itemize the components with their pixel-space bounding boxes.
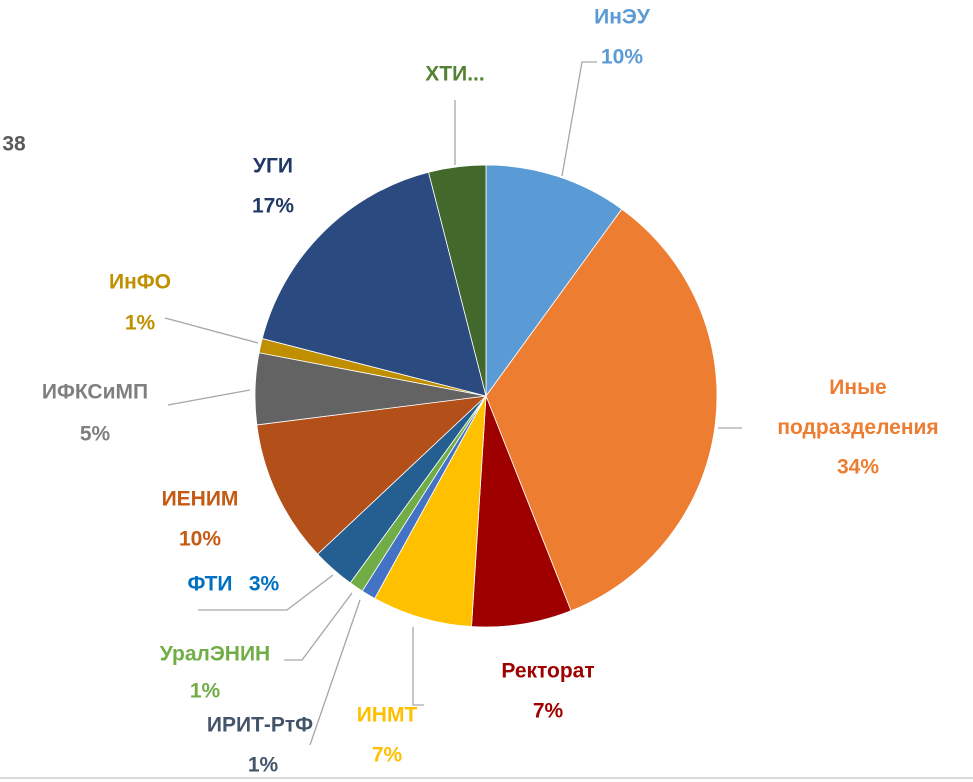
- value-label: 17%: [252, 195, 294, 218]
- pie-slice: [428, 164, 487, 397]
- pie-slice: [485, 164, 623, 398]
- category-label: ИРИТ-РтФ: [207, 714, 313, 737]
- leader-line: [309, 599, 361, 746]
- value-label: 5%: [80, 423, 111, 446]
- leader-line: [284, 592, 353, 661]
- category-label: УГИ: [253, 155, 293, 178]
- label-line: подразделения: [777, 416, 938, 439]
- value-label: 1%: [248, 754, 279, 777]
- category-label: ИФКСиМП: [42, 381, 148, 404]
- leader-line: [561, 61, 597, 177]
- category-label: ИнЭУ: [594, 6, 651, 29]
- value-label: 1%: [190, 680, 221, 703]
- category-label: Ректорат: [501, 660, 594, 683]
- pie-slice: [485, 208, 718, 612]
- value-label: 7%: [533, 700, 564, 723]
- value-label: 3%: [249, 573, 280, 596]
- category-label: УралЭНИН: [160, 643, 270, 666]
- pie: [254, 164, 718, 628]
- leader-line: [167, 389, 251, 406]
- category-label: ХТИ...: [425, 63, 484, 86]
- pie-slice: [261, 171, 487, 397]
- annotation: 38: [2, 133, 26, 156]
- leader-line: [412, 627, 424, 706]
- leader-lines: [164, 61, 742, 746]
- leader-line: [164, 317, 259, 344]
- leader-line: [198, 574, 334, 611]
- category-label: ИЕНИМ: [162, 488, 239, 511]
- value-label: 1%: [125, 312, 156, 335]
- value-label: 10%: [179, 528, 221, 551]
- category-label: ИнФО: [109, 271, 171, 294]
- category-label: ИНМТ: [357, 704, 418, 727]
- value-label: 10%: [601, 46, 643, 69]
- label-line: Иные: [829, 376, 886, 399]
- category-label: ФТИ: [187, 573, 232, 596]
- pie-slice: [256, 395, 488, 555]
- category-label: Иные подразделения: [777, 376, 938, 439]
- value-label: 7%: [372, 744, 403, 767]
- pie-slice: [374, 395, 487, 627]
- pie-slice: [471, 395, 572, 628]
- value-label: 34%: [837, 456, 879, 479]
